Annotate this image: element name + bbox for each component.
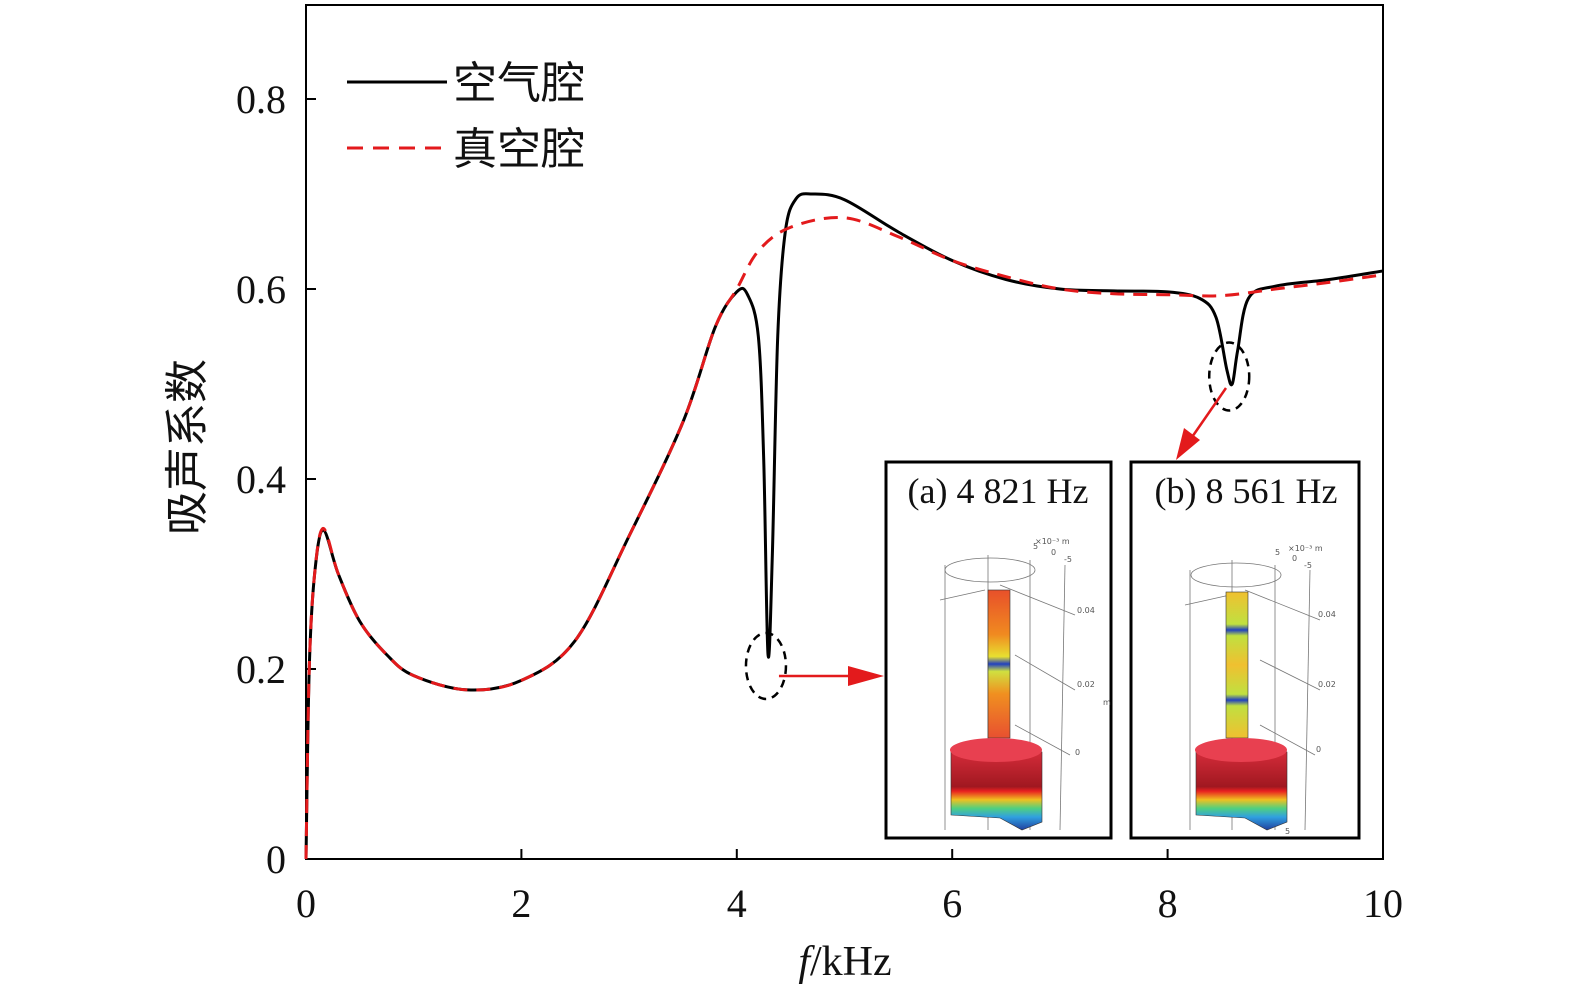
x-tick-label: 10	[1363, 881, 1403, 926]
y-tick-label: 0.6	[236, 267, 286, 312]
inset-a-scale-3: 0.04	[1077, 606, 1095, 615]
y-tick-label: 0.4	[236, 457, 286, 502]
arrow-a-head	[848, 666, 884, 686]
y-tick-label: 0	[266, 837, 286, 882]
inset-a-scale-2: -5	[1064, 555, 1072, 564]
x-tick-label: 6	[942, 881, 962, 926]
plot-frame	[305, 4, 1384, 860]
y-axis-label: 吸声系数	[162, 359, 213, 535]
inset-b-scale-3: 0.04	[1318, 610, 1336, 619]
inset-b-unit: ×10⁻³ m	[1288, 544, 1323, 553]
inset-b-scale-2: -5	[1304, 561, 1312, 570]
x-tick-label: 8	[1158, 881, 1178, 926]
inset-b-scale-1: 0	[1292, 554, 1297, 563]
legend: 空气腔 真空腔	[347, 58, 585, 175]
inset-b-scale-5: 0	[1316, 745, 1321, 754]
legend-label-vacuum: 真空腔	[453, 124, 585, 175]
plot-axes: 0 2 4 6 8 10 0 0.2 0.4 0.6 0.8	[236, 4, 1403, 926]
inset-a-scale-6: m	[1103, 698, 1111, 707]
inset-a-scale-1: 0	[1051, 548, 1056, 557]
series-line-vacuum-cavity	[304, 215, 1384, 860]
annotation-layer	[744, 341, 1251, 701]
arrow-b-shaft	[1188, 387, 1228, 441]
inset-a: (a) 4 821 Hz ×10⁻³ m 5 0 -5 0.04 0.02 0 …	[884, 460, 1113, 840]
x-axis-label: f/kHz	[798, 939, 891, 985]
inset-a-scale-0: 5	[1033, 542, 1038, 551]
x-axis-label-unit: /kHz	[810, 939, 892, 985]
inset-a-scale-5: 0	[1075, 748, 1080, 757]
x-tick-label: 0	[296, 881, 316, 926]
x-tick-label: 2	[511, 881, 531, 926]
arrow-b-head	[1176, 428, 1200, 460]
legend-label-air: 空气腔	[453, 58, 585, 109]
x-tick-label: 4	[727, 881, 747, 926]
inset-b-scale-6: 5	[1285, 827, 1290, 836]
highlight-ellipse-a	[744, 631, 788, 701]
y-tick-label: 0.8	[236, 77, 286, 122]
inset-b: (b) 8 561 Hz ×10⁻³ m 5 0 -5 0.04 0.02 0 …	[1129, 460, 1361, 840]
y-tick-label: 0.2	[236, 647, 286, 692]
inset-a-title: (a) 4 821 Hz	[908, 471, 1089, 511]
inset-a-unit: ×10⁻³ m	[1035, 537, 1070, 546]
inset-a-scale-4: 0.02	[1077, 680, 1095, 689]
highlight-ellipse-b	[1207, 341, 1251, 412]
series-layer	[304, 192, 1384, 860]
inset-b-scale-0: 5	[1275, 548, 1280, 557]
inset-b-title: (b) 8 561 Hz	[1155, 471, 1338, 511]
inset-b-scale-4: 0.02	[1318, 680, 1336, 689]
